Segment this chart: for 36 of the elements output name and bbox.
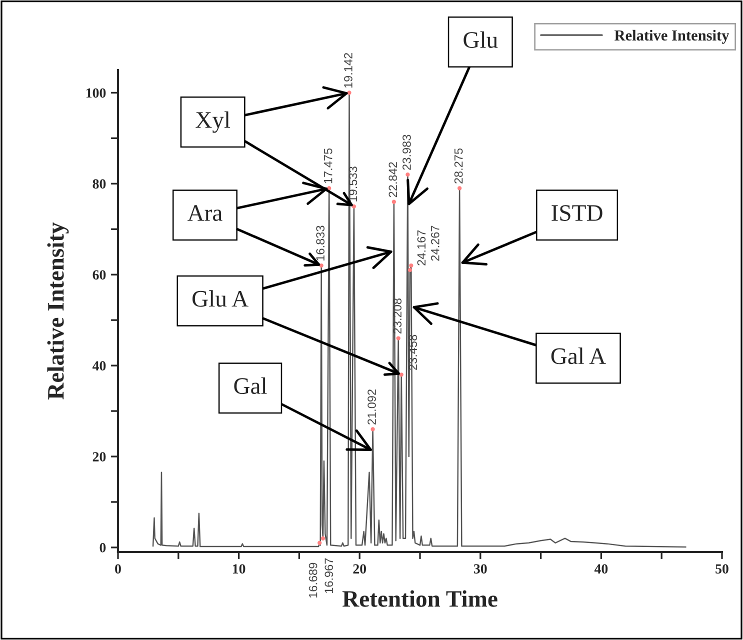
y-tick-label: 100 xyxy=(86,88,106,98)
annotation: ISTD xyxy=(552,205,602,221)
y-tick-label: 40 xyxy=(92,361,106,371)
annotation: 23.208 xyxy=(393,298,402,334)
annotation: Glu A xyxy=(192,290,248,307)
annotation: 22.842 xyxy=(388,162,398,198)
annotation: 24.267 xyxy=(430,226,440,261)
annotation: 16.689 xyxy=(308,562,318,598)
x-tick-label: 30 xyxy=(474,564,487,574)
x-tick-label: 20 xyxy=(353,564,366,574)
annotation: Xyl xyxy=(196,111,230,133)
x-axis-title: Retention Time xyxy=(342,590,498,607)
x-tick-label: 40 xyxy=(594,564,608,574)
y-tick-label: 0 xyxy=(100,543,106,552)
legend-label: Relative Intensity xyxy=(614,30,730,44)
annotation: 19.142 xyxy=(344,53,352,88)
annotation: 23.458 xyxy=(408,334,418,370)
y-tick-label: 80 xyxy=(92,179,106,189)
annotation: 24.167 xyxy=(417,230,426,266)
annotation: Gal xyxy=(234,377,267,394)
y-tick-label: 20 xyxy=(92,452,106,462)
annotation: 23.983 xyxy=(402,134,411,170)
x-tick-label: 0 xyxy=(115,564,121,574)
x-tick-label: 50 xyxy=(716,564,728,574)
y-axis-title: Relative Intensity xyxy=(47,222,69,400)
annotation: 19.533 xyxy=(348,166,358,202)
annotation: Gal A xyxy=(551,348,606,364)
annotation: 16.967 xyxy=(324,558,334,594)
annotation: 17.475 xyxy=(324,148,332,184)
x-tick-label: 10 xyxy=(232,564,246,574)
annotation: 21.092 xyxy=(368,390,376,424)
annotation: 16.833 xyxy=(316,226,325,260)
annotation: Glu xyxy=(464,31,498,48)
y-tick-label: 60 xyxy=(92,270,106,280)
annotation: 28.275 xyxy=(454,148,463,184)
annotation: Ara xyxy=(188,205,222,221)
